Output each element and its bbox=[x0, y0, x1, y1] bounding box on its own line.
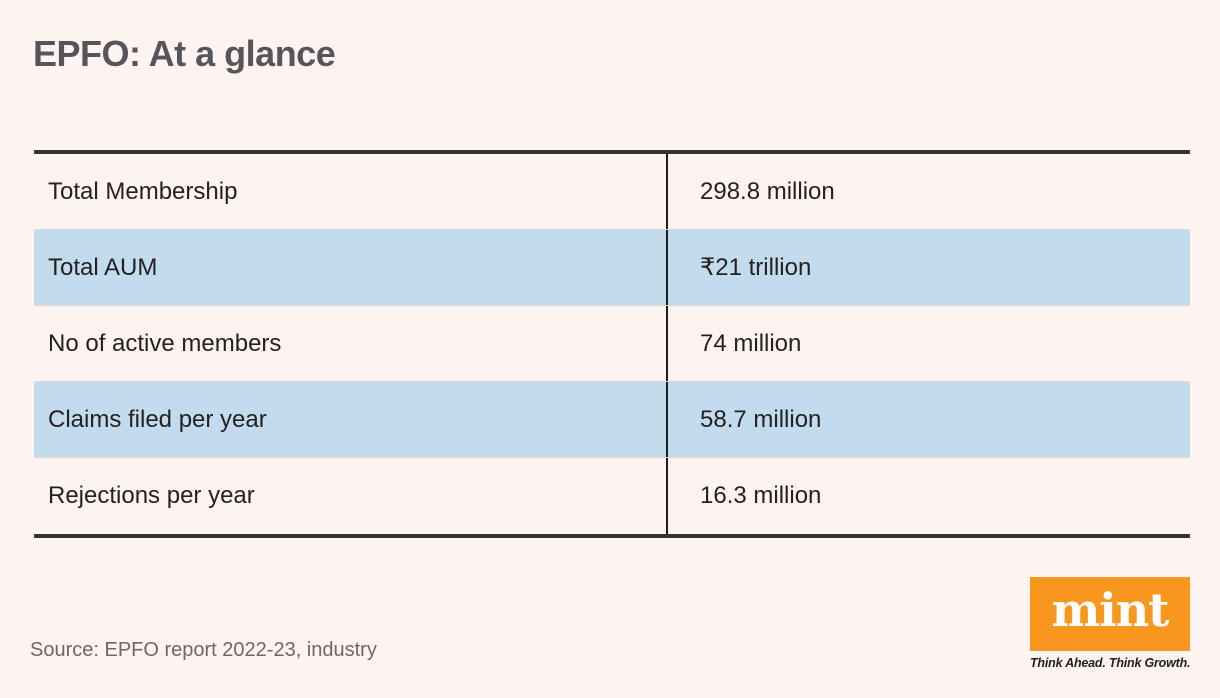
metric-value: 74 million bbox=[666, 306, 1190, 381]
metric-value: ₹21 trillion bbox=[666, 230, 1190, 305]
table-row: No of active members 74 million bbox=[34, 306, 1190, 382]
table-row: Rejections per year 16.3 million bbox=[34, 458, 1190, 534]
chart-title: EPFO: At a glance bbox=[33, 33, 336, 74]
metric-label: Total AUM bbox=[48, 253, 158, 281]
mint-logo-text: mint bbox=[1051, 583, 1170, 637]
metric-label: Claims filed per year bbox=[48, 405, 267, 433]
metric-label: No of active members bbox=[48, 329, 282, 357]
table-row: Total AUM ₹21 trillion bbox=[34, 230, 1190, 306]
metric-label: Rejections per year bbox=[48, 482, 255, 509]
mint-logo: mint bbox=[1030, 577, 1190, 651]
publisher-brand: mint Think Ahead. Think Growth. bbox=[1030, 577, 1191, 670]
metric-value: 16.3 million bbox=[666, 458, 1190, 534]
metric-label: Total Membership bbox=[48, 177, 238, 205]
source-note: Source: EPFO report 2022-23, industry bbox=[30, 639, 377, 661]
table-row: Claims filed per year 58.7 million bbox=[34, 382, 1190, 458]
brand-tagline: Think Ahead. Think Growth. bbox=[1030, 656, 1191, 670]
metric-value: 298.8 million bbox=[666, 154, 1190, 229]
table-row: Total Membership 298.8 million bbox=[34, 154, 1190, 230]
metric-value: 58.7 million bbox=[666, 382, 1190, 457]
stats-table: Total Membership 298.8 million Total AUM… bbox=[34, 150, 1190, 538]
